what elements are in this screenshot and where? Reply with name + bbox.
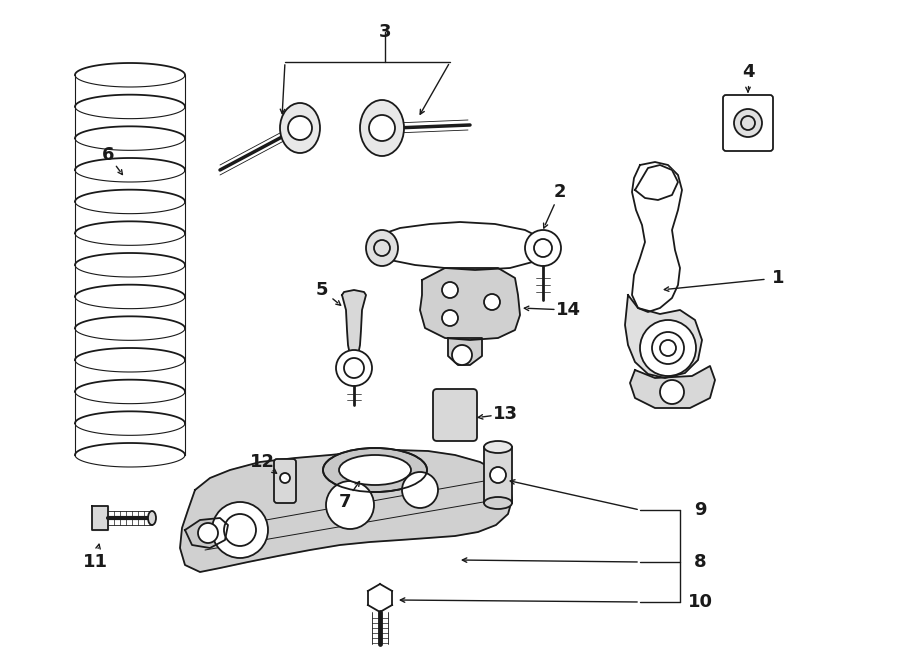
- Circle shape: [336, 350, 372, 386]
- Circle shape: [288, 116, 312, 140]
- Circle shape: [442, 310, 458, 326]
- Polygon shape: [632, 162, 682, 312]
- Text: 6: 6: [102, 146, 114, 164]
- Text: 5: 5: [316, 281, 328, 299]
- Text: 13: 13: [492, 405, 517, 423]
- Circle shape: [525, 230, 561, 266]
- Circle shape: [640, 320, 696, 376]
- Circle shape: [660, 380, 684, 404]
- Text: 7: 7: [338, 493, 351, 511]
- Text: 1: 1: [772, 269, 784, 287]
- Circle shape: [198, 523, 218, 543]
- Text: 2: 2: [554, 183, 566, 201]
- Polygon shape: [185, 518, 228, 548]
- Polygon shape: [625, 295, 702, 378]
- Ellipse shape: [323, 448, 427, 492]
- Circle shape: [442, 282, 458, 298]
- Circle shape: [734, 109, 762, 137]
- FancyBboxPatch shape: [433, 389, 477, 441]
- Ellipse shape: [484, 441, 512, 453]
- Polygon shape: [448, 338, 482, 365]
- Polygon shape: [92, 506, 108, 530]
- Ellipse shape: [339, 455, 411, 485]
- Ellipse shape: [280, 103, 320, 153]
- FancyBboxPatch shape: [723, 95, 773, 151]
- Polygon shape: [420, 268, 520, 340]
- Text: 14: 14: [555, 301, 580, 319]
- Text: 10: 10: [688, 593, 713, 611]
- Circle shape: [490, 467, 506, 483]
- Ellipse shape: [484, 497, 512, 509]
- FancyBboxPatch shape: [274, 459, 296, 503]
- Text: 3: 3: [379, 23, 392, 41]
- Polygon shape: [180, 450, 512, 572]
- Text: 9: 9: [694, 501, 706, 519]
- Circle shape: [280, 473, 290, 483]
- Polygon shape: [342, 290, 366, 358]
- Text: 4: 4: [742, 63, 754, 81]
- Ellipse shape: [366, 230, 398, 266]
- Polygon shape: [378, 222, 548, 270]
- Circle shape: [452, 345, 472, 365]
- Polygon shape: [635, 165, 678, 200]
- Text: 11: 11: [83, 553, 107, 571]
- Circle shape: [212, 502, 268, 558]
- Ellipse shape: [148, 511, 156, 525]
- Circle shape: [326, 481, 374, 529]
- Bar: [484, 447, 512, 503]
- Text: 8: 8: [694, 553, 706, 571]
- Circle shape: [402, 472, 438, 508]
- Ellipse shape: [360, 100, 404, 156]
- Polygon shape: [630, 366, 715, 408]
- Text: 12: 12: [249, 453, 274, 471]
- Circle shape: [484, 294, 500, 310]
- Circle shape: [369, 115, 395, 141]
